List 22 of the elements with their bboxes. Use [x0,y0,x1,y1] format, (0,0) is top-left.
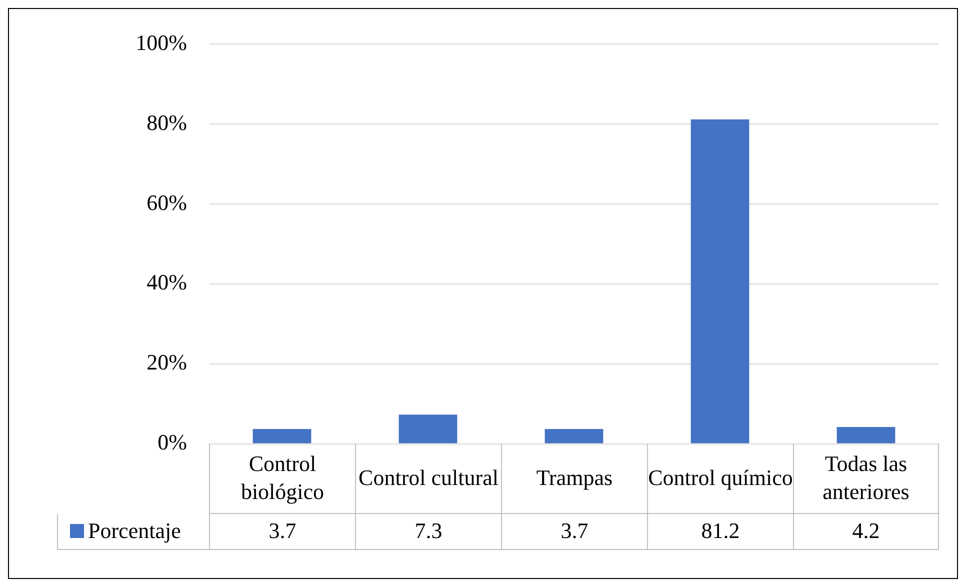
legend-label: Porcentaje [57,514,209,550]
y-tick-label: 100% [136,30,187,55]
x-tick-label: Control biológico [209,444,355,514]
data-label: 3.7 [209,514,355,550]
x-tick-label: Control químico [647,444,793,514]
x-tick-label: Todas las anteriores [793,444,939,514]
bar [398,414,458,444]
y-tick-label: 20% [146,350,187,375]
data-label: 81.2 [647,514,793,550]
bar [690,119,750,444]
y-tick-label: 60% [146,190,187,215]
y-tick-label: 0% [158,430,187,455]
bar [252,429,312,444]
x-tick-label: Trampas [501,444,647,514]
y-tick-label: 40% [146,270,187,295]
bar [544,429,604,444]
data-label: 7.3 [355,514,501,550]
y-tick-label: 80% [146,110,187,135]
data-label: 3.7 [501,514,647,550]
x-tick-label: Control cultural [355,444,501,514]
data-label: 4.2 [793,514,939,550]
bar [836,427,896,444]
